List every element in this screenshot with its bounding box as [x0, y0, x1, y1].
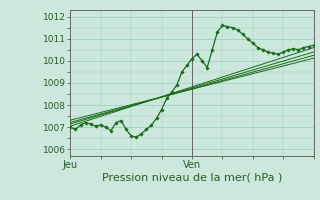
X-axis label: Pression niveau de la mer( hPa ): Pression niveau de la mer( hPa ) [102, 173, 282, 183]
